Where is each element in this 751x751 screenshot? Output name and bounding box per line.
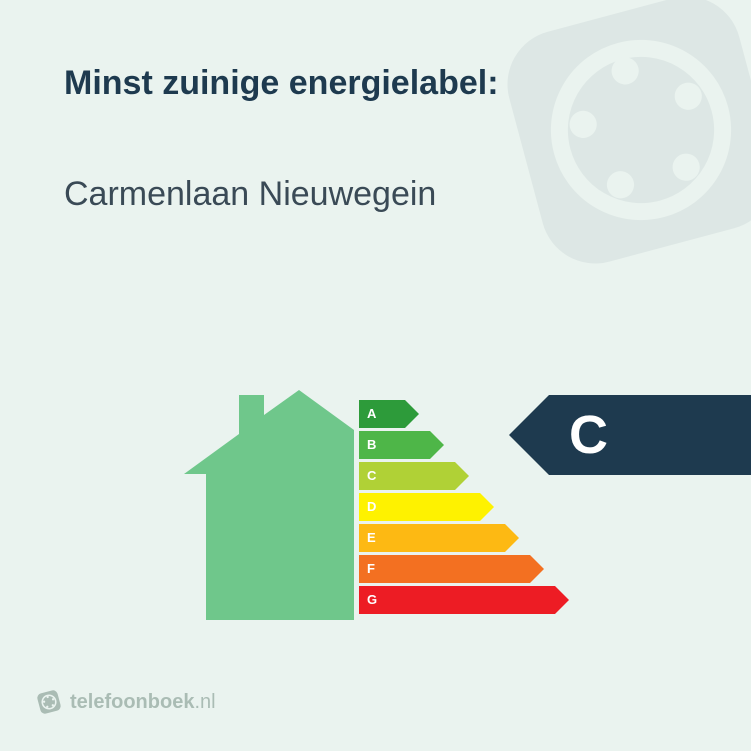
energy-bar-label: D <box>367 499 376 514</box>
brand-icon <box>36 689 62 715</box>
brand-text: telefoonboek.nl <box>70 691 216 714</box>
page-title: Minst zuinige energielabel: <box>64 64 499 103</box>
location-name: Carmenlaan Nieuwegein <box>64 175 436 214</box>
rating-badge: C <box>549 395 751 475</box>
energy-bar-label: F <box>367 561 375 576</box>
energy-bar-label: C <box>367 468 376 483</box>
footer-brand: telefoonboek.nl <box>36 689 216 715</box>
rating-letter: C <box>569 404 608 466</box>
brand-name-bold: telefoonboek <box>70 691 194 713</box>
brand-name-light: .nl <box>194 691 215 713</box>
energy-bar-label: E <box>367 530 376 545</box>
watermark-phone-icon <box>471 0 751 300</box>
energy-bar-label: A <box>367 406 376 421</box>
house-icon <box>184 390 354 620</box>
energy-bar-label: G <box>367 592 377 607</box>
energy-bar-label: B <box>367 437 376 452</box>
